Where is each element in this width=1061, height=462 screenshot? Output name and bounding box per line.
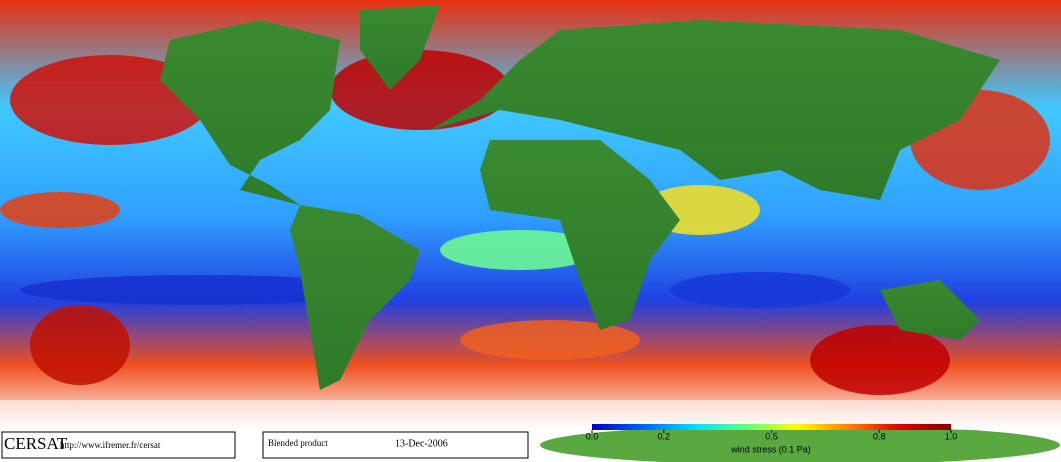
colorbar-tick-label: 0.8 [873, 431, 886, 441]
logo-box [1, 431, 236, 459]
wind-blob [460, 320, 640, 360]
colorbar [592, 424, 951, 430]
wind-blob [810, 325, 950, 395]
wind-blob [10, 55, 210, 145]
colorbar-tick-label: 0.0 [586, 431, 599, 441]
north-america [160, 20, 340, 205]
colorbar-label: wind stress (0.1 Pa) [730, 444, 811, 454]
australia [880, 280, 980, 340]
south-america [290, 205, 420, 390]
colorbar-tick-label: 0.5 [765, 431, 778, 441]
antarctica [540, 425, 1060, 462]
eurasia [430, 20, 1000, 200]
wind-blob [670, 272, 850, 308]
colorbar-tick-label: 1.0 [945, 431, 958, 441]
wind-blob [20, 275, 380, 305]
continents [160, 5, 1060, 462]
wind-blob [30, 305, 130, 385]
wind-blob [0, 192, 120, 228]
url: http://www.ifremer.fr/cersat [60, 440, 161, 450]
greenland [360, 5, 440, 90]
africa [480, 140, 680, 330]
date: 13-Dec-2006 [395, 438, 448, 449]
product-box [262, 431, 529, 459]
logo: CERSAT [4, 434, 68, 453]
wind-blob [440, 230, 600, 270]
wind-blob [330, 50, 510, 130]
colorbar-tick-label: 0.2 [658, 431, 671, 441]
product: Blended product [268, 438, 328, 448]
